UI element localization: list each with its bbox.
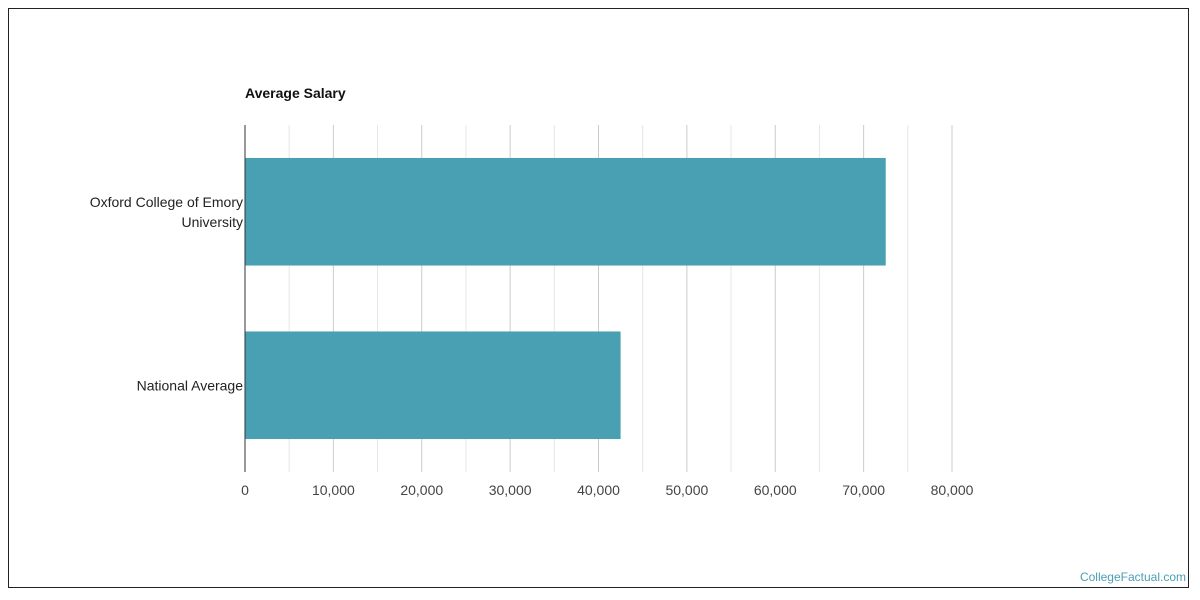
y-category-label: Oxford College of Emory University — [90, 194, 243, 230]
x-tick-label: 10,000 — [312, 482, 355, 498]
x-tick-label: 30,000 — [489, 482, 532, 498]
x-tick-label: 80,000 — [931, 482, 974, 498]
x-tick-label: 40,000 — [577, 482, 620, 498]
x-tick-label: 50,000 — [665, 482, 708, 498]
brand-watermark[interactable]: CollegeFactual.com — [1079, 570, 1186, 584]
x-tick-label: 0 — [241, 482, 249, 498]
chart-title: Average Salary — [245, 85, 346, 101]
x-tick-label: 70,000 — [842, 482, 885, 498]
bar — [245, 157, 886, 266]
x-tick-label: 60,000 — [754, 482, 797, 498]
labels: 0 10,000 20,000 30,000 40,000 50,000 60,000 70,… — [90, 194, 974, 498]
bars — [245, 157, 886, 440]
bar — [245, 331, 621, 440]
chart-frame — [8, 8, 1189, 588]
y-category-label: National Average — [137, 377, 244, 393]
x-tick-label: 20,000 — [400, 482, 443, 498]
